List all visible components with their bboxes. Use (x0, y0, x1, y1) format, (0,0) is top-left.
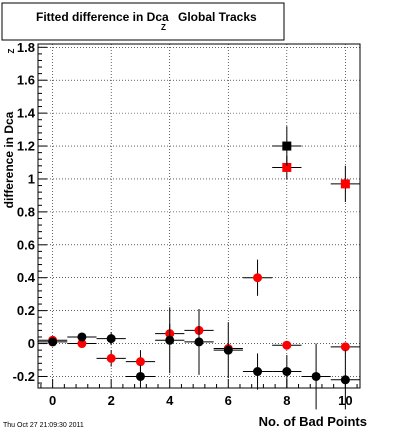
data-point (106, 353, 116, 363)
y-tick-label: 0 (28, 336, 35, 351)
data-point (282, 340, 292, 350)
timestamp: Thu Oct 27 21:09:30 2011 (3, 422, 84, 429)
y-axis-label-subscript: Z (7, 48, 16, 53)
y-tick-label: 0.4 (17, 270, 36, 285)
series-2 (38, 126, 360, 410)
data-point (311, 371, 321, 381)
series-layer (38, 126, 360, 410)
chart-title: Fitted difference in Dca (36, 10, 169, 24)
data-point (282, 367, 292, 377)
data-point (253, 273, 263, 283)
y-tick-label: 1.6 (17, 73, 35, 88)
chart-title-subscript: Z (161, 23, 166, 32)
grid (38, 44, 360, 388)
y-tick-label: 1.2 (17, 139, 35, 154)
y-axis-label: difference in Dca (2, 111, 16, 208)
y-tick-label: 0.2 (17, 303, 35, 318)
x-tick-label: 0 (49, 393, 56, 408)
x-tick-label: 2 (108, 393, 115, 408)
x-tick-label: 8 (283, 393, 290, 408)
data-point (340, 342, 350, 352)
y-tick-label: 1.4 (17, 106, 36, 121)
data-point (77, 339, 87, 349)
data-point-square (282, 141, 292, 151)
chart-title-suffix: Global Tracks (178, 10, 257, 24)
data-point (106, 334, 116, 344)
y-tick-label: 0.6 (17, 237, 35, 252)
data-point (223, 345, 233, 355)
data-point (135, 371, 145, 381)
x-tick-label: 6 (225, 393, 232, 408)
data-point (48, 337, 58, 347)
data-point-square (282, 162, 292, 172)
y-tick-label: 1 (28, 171, 35, 186)
data-point (253, 367, 263, 377)
y-tick-label: 1.8 (17, 40, 35, 55)
x-tick-label: 4 (166, 393, 174, 408)
data-point (194, 337, 204, 347)
data-point (77, 332, 87, 342)
plot-frame (37, 43, 361, 389)
title-box-frame (1, 2, 285, 41)
data-point-square (340, 179, 350, 189)
title-box: Fitted difference in Dca Z Global Tracks (1, 2, 285, 41)
data-point (165, 335, 175, 345)
y-tick-label: 0.8 (17, 204, 35, 219)
axes: 0 2 4 6 8 10-0.200.20.40.60.811.21.41.61.8 (13, 40, 358, 408)
data-point (340, 375, 350, 385)
x-axis-label: No. of Bad Points (259, 414, 367, 429)
data-point (135, 357, 145, 367)
y-tick-label: -0.2 (13, 369, 35, 384)
